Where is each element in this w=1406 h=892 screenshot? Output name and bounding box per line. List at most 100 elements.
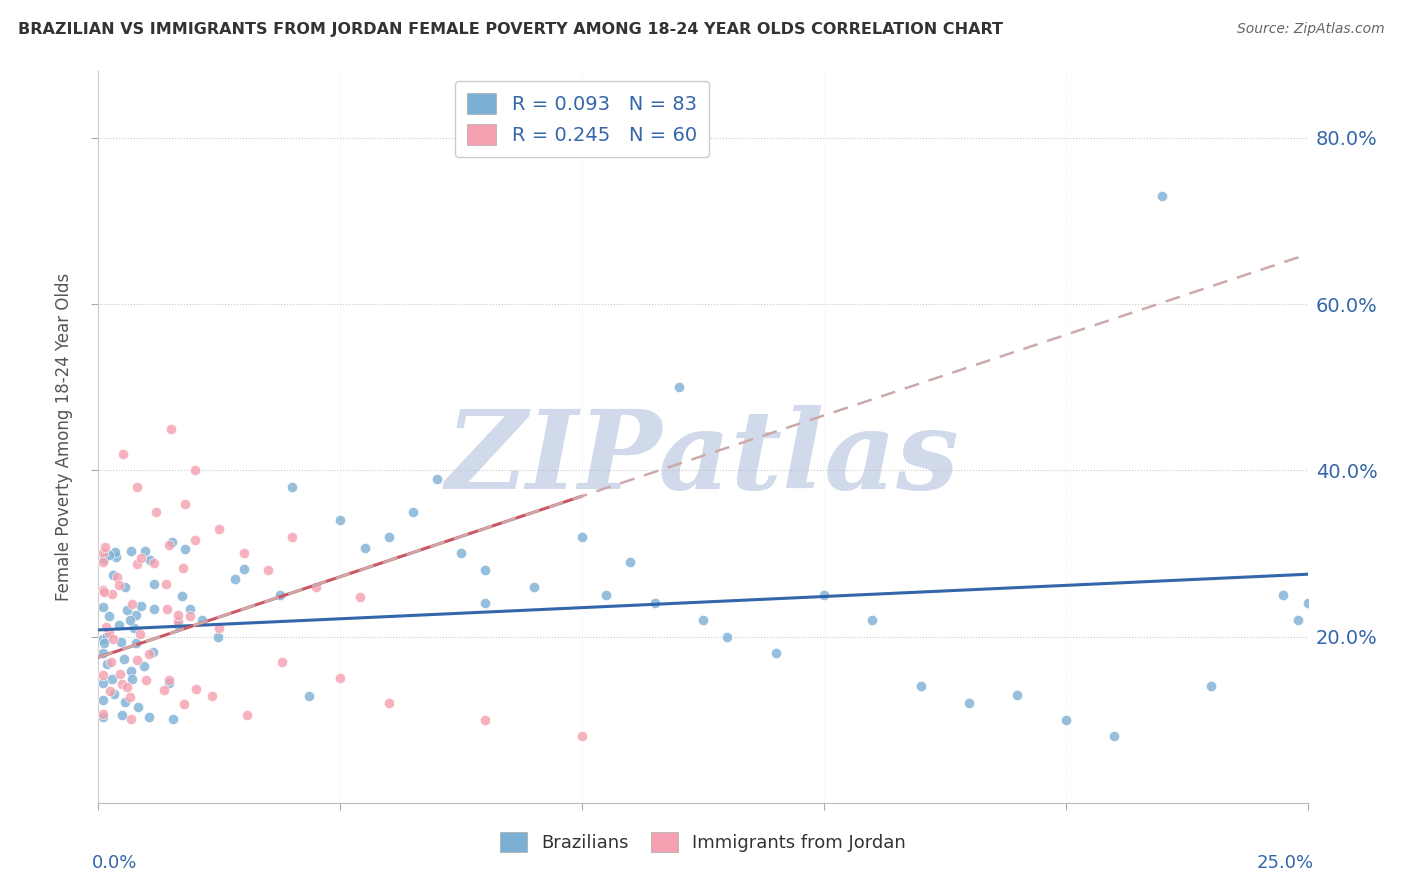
Point — [184, 533, 207, 548]
Point — [354, 541, 377, 556]
Point — [595, 588, 617, 602]
Point — [813, 588, 835, 602]
Point — [349, 590, 371, 604]
Point — [142, 556, 165, 570]
Point — [207, 630, 229, 644]
Text: 25.0%: 25.0% — [1257, 854, 1313, 872]
Text: 0.0%: 0.0% — [93, 854, 138, 872]
Point — [134, 544, 156, 558]
Point — [269, 587, 291, 601]
Point — [91, 546, 114, 560]
Point — [91, 555, 114, 569]
Point — [129, 599, 152, 613]
Point — [224, 572, 246, 586]
Point — [162, 535, 184, 549]
Point — [125, 558, 148, 572]
Point — [644, 596, 666, 610]
Point — [172, 561, 194, 575]
Point — [179, 602, 201, 616]
Point — [1054, 713, 1077, 727]
Point — [129, 550, 152, 565]
Point — [174, 497, 197, 511]
Point — [114, 695, 136, 709]
Point — [124, 622, 146, 636]
Point — [93, 551, 115, 566]
Point — [139, 552, 162, 566]
Point — [668, 380, 690, 394]
Point — [236, 708, 259, 723]
Point — [765, 646, 787, 660]
Point — [162, 712, 184, 726]
Point — [121, 597, 143, 611]
Point — [1286, 613, 1309, 627]
Point — [111, 447, 134, 461]
Point — [91, 646, 114, 660]
Point — [153, 682, 176, 697]
Point — [91, 632, 114, 646]
Point — [100, 673, 122, 687]
Point — [191, 613, 214, 627]
Point — [91, 707, 114, 722]
Point — [120, 712, 142, 726]
Point — [117, 603, 139, 617]
Point — [692, 613, 714, 627]
Point — [571, 729, 593, 743]
Point — [166, 608, 188, 623]
Point — [143, 601, 166, 615]
Point — [160, 422, 183, 436]
Point — [157, 676, 180, 690]
Point — [450, 546, 472, 560]
Point — [125, 607, 148, 622]
Point — [128, 626, 150, 640]
Point — [98, 626, 121, 640]
Point — [125, 653, 148, 667]
Point — [716, 630, 738, 644]
Point — [125, 636, 148, 650]
Point — [94, 541, 117, 555]
Point — [1007, 688, 1029, 702]
Point — [166, 614, 188, 628]
Point — [93, 585, 115, 599]
Point — [173, 542, 195, 557]
Point — [1199, 680, 1222, 694]
Point — [104, 550, 127, 565]
Point — [98, 608, 121, 623]
Point — [118, 613, 141, 627]
Point — [111, 676, 134, 690]
Point — [98, 683, 121, 698]
Point — [108, 666, 131, 681]
Point — [127, 699, 149, 714]
Point — [108, 617, 131, 632]
Point — [114, 580, 136, 594]
Point — [910, 680, 932, 694]
Point — [474, 596, 496, 610]
Point — [155, 601, 177, 615]
Point — [111, 708, 134, 723]
Point — [474, 713, 496, 727]
Point — [281, 480, 304, 494]
Point — [103, 687, 125, 701]
Point — [96, 629, 118, 643]
Point — [1296, 596, 1319, 610]
Point — [96, 620, 118, 634]
Point — [96, 657, 118, 672]
Point — [120, 690, 142, 704]
Point — [101, 567, 124, 582]
Point — [91, 582, 114, 597]
Point — [110, 635, 132, 649]
Text: BRAZILIAN VS IMMIGRANTS FROM JORDAN FEMALE POVERTY AMONG 18-24 YEAR OLDS CORRELA: BRAZILIAN VS IMMIGRANTS FROM JORDAN FEMA… — [18, 22, 1004, 37]
Point — [1102, 729, 1125, 743]
Point — [100, 656, 122, 670]
Point — [233, 562, 256, 576]
Point — [157, 673, 180, 687]
Point — [121, 673, 143, 687]
Point — [170, 589, 193, 603]
Point — [101, 632, 124, 646]
Point — [115, 680, 138, 694]
Point — [93, 635, 115, 649]
Point — [232, 546, 254, 560]
Point — [377, 696, 399, 710]
Point — [281, 530, 304, 544]
Point — [523, 580, 546, 594]
Point — [271, 655, 294, 669]
